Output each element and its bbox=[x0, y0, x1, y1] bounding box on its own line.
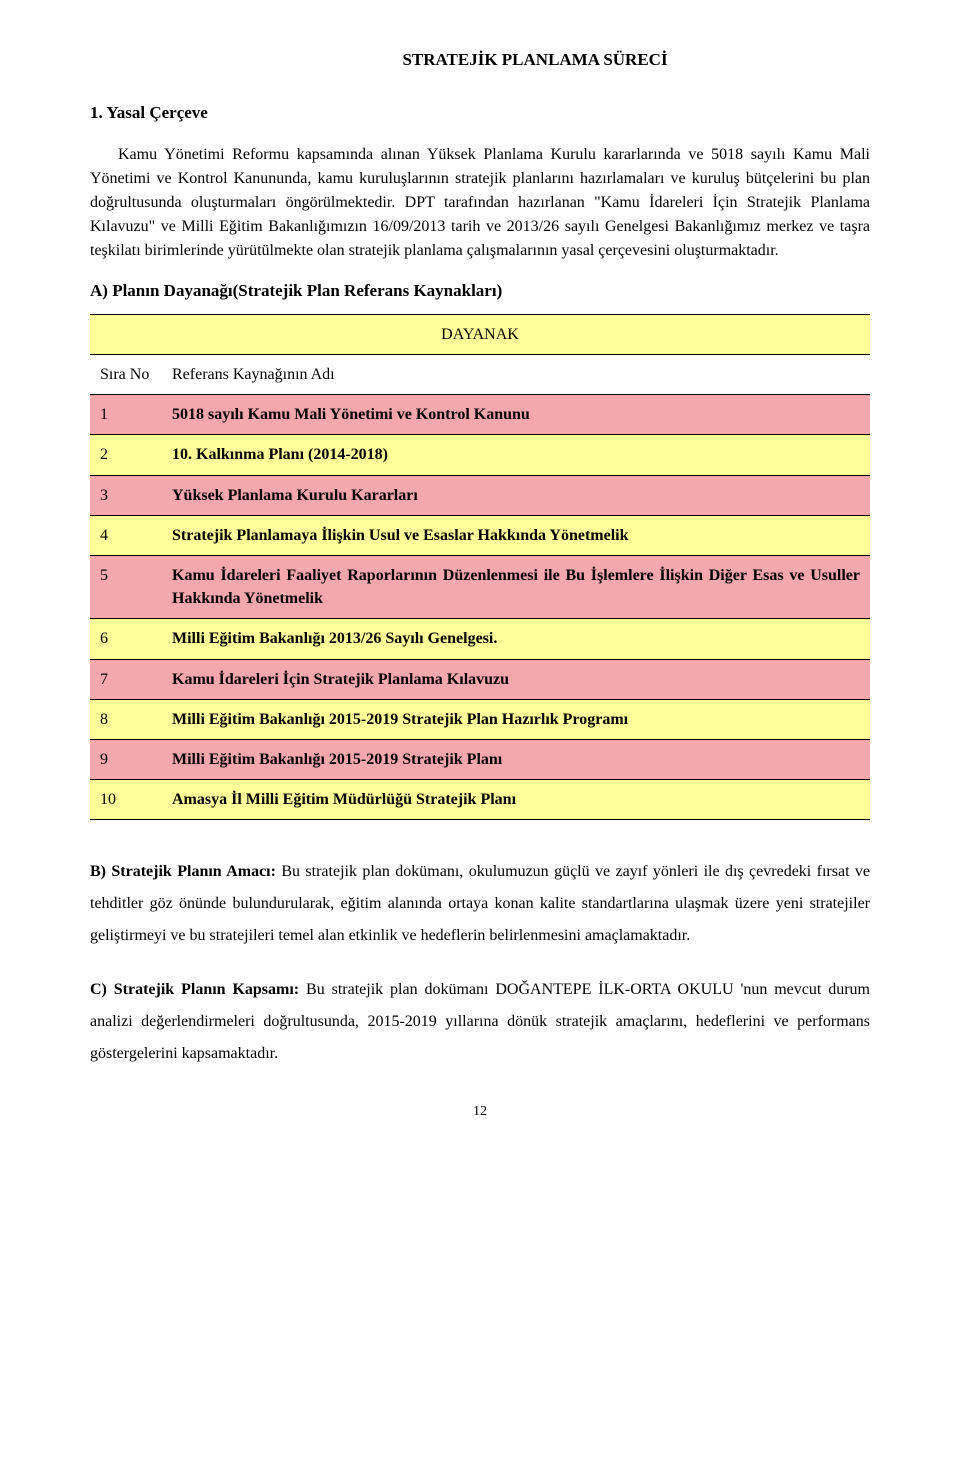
table-cell-name: Amasya İl Milli Eğitim Müdürlüğü Stratej… bbox=[162, 780, 870, 820]
table-cell-name: Milli Eğitim Bakanlığı 2015-2019 Stratej… bbox=[162, 699, 870, 739]
references-table: DAYANAK Sıra No Referans Kaynağının Adı … bbox=[90, 314, 870, 820]
subheading-a: A) Planın Dayanağı(Stratejik Plan Refera… bbox=[90, 279, 870, 304]
page-number: 12 bbox=[90, 1102, 870, 1122]
table-row: 210. Kalkınma Planı (2014-2018) bbox=[90, 435, 870, 475]
col-header-sira: Sıra No bbox=[90, 355, 162, 395]
section-c-lead: C) Stratejik Planın Kapsamı: bbox=[90, 981, 306, 998]
table-cell-sira: 8 bbox=[90, 699, 162, 739]
table-cell-sira: 4 bbox=[90, 515, 162, 555]
section-b-lead: B) Stratejik Planın Amacı: bbox=[90, 863, 281, 880]
table-cell-name: Milli Eğitim Bakanlığı 2015-2019 Stratej… bbox=[162, 739, 870, 779]
table-cell-name: Stratejik Planlamaya İlişkin Usul ve Esa… bbox=[162, 515, 870, 555]
table-cell-sira: 10 bbox=[90, 780, 162, 820]
table-row: 10Amasya İl Milli Eğitim Müdürlüğü Strat… bbox=[90, 780, 870, 820]
table-row: 3Yüksek Planlama Kurulu Kararları bbox=[90, 475, 870, 515]
table-cell-name: 5018 sayılı Kamu Mali Yönetimi ve Kontro… bbox=[162, 395, 870, 435]
section-b: B) Stratejik Planın Amacı: Bu stratejik … bbox=[90, 856, 870, 952]
table-column-header-row: Sıra No Referans Kaynağının Adı bbox=[90, 355, 870, 395]
table-row: 15018 sayılı Kamu Mali Yönetimi ve Kontr… bbox=[90, 395, 870, 435]
table-row: 9Milli Eğitim Bakanlığı 2015-2019 Strate… bbox=[90, 739, 870, 779]
table-cell-name: Milli Eğitim Bakanlığı 2013/26 Sayılı Ge… bbox=[162, 619, 870, 659]
table-row: 6Milli Eğitim Bakanlığı 2013/26 Sayılı G… bbox=[90, 619, 870, 659]
table-cell-name: 10. Kalkınma Planı (2014-2018) bbox=[162, 435, 870, 475]
table-cell-name: Kamu İdareleri İçin Stratejik Planlama K… bbox=[162, 659, 870, 699]
paragraph-1: Kamu Yönetimi Reformu kapsamında alınan … bbox=[90, 143, 870, 263]
table-cell-name: Yüksek Planlama Kurulu Kararları bbox=[162, 475, 870, 515]
col-header-name: Referans Kaynağının Adı bbox=[162, 355, 870, 395]
table-cell-sira: 9 bbox=[90, 739, 162, 779]
table-cell-name: Kamu İdareleri Faaliyet Raporlarının Düz… bbox=[162, 556, 870, 619]
table-row: 8Milli Eğitim Bakanlığı 2015-2019 Strate… bbox=[90, 699, 870, 739]
table-cell-sira: 5 bbox=[90, 556, 162, 619]
section-heading-1: 1. Yasal Çerçeve bbox=[90, 101, 870, 126]
section-c: C) Stratejik Planın Kapsamı: Bu strateji… bbox=[90, 974, 870, 1070]
table-row: 7Kamu İdareleri İçin Stratejik Planlama … bbox=[90, 659, 870, 699]
table-row: 4Stratejik Planlamaya İlişkin Usul ve Es… bbox=[90, 515, 870, 555]
table-cell-sira: 1 bbox=[90, 395, 162, 435]
table-cell-sira: 2 bbox=[90, 435, 162, 475]
table-cell-sira: 6 bbox=[90, 619, 162, 659]
main-title: STRATEJİK PLANLAMA SÜRECİ bbox=[200, 48, 870, 73]
table-header-title: DAYANAK bbox=[90, 314, 870, 354]
table-row: 5Kamu İdareleri Faaliyet Raporlarının Dü… bbox=[90, 556, 870, 619]
table-cell-sira: 3 bbox=[90, 475, 162, 515]
table-cell-sira: 7 bbox=[90, 659, 162, 699]
